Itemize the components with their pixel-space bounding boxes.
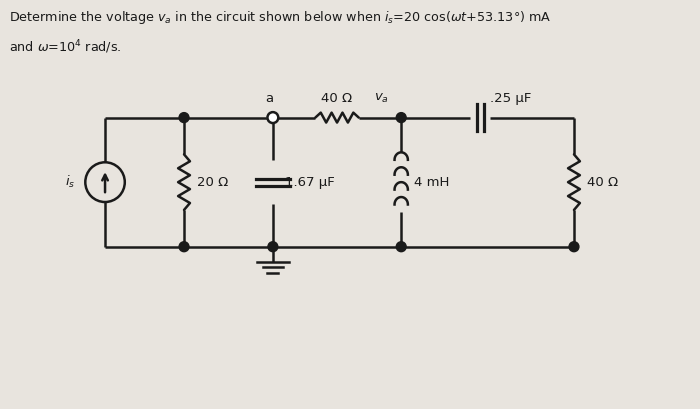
Text: Determine the voltage $v_a$ in the circuit shown below when $i_s$=20 cos($\omega: Determine the voltage $v_a$ in the circu… bbox=[9, 9, 552, 26]
Circle shape bbox=[268, 242, 278, 252]
Text: .25 μF: .25 μF bbox=[490, 92, 531, 105]
Circle shape bbox=[267, 112, 279, 123]
Text: $i_s$: $i_s$ bbox=[65, 174, 76, 190]
Circle shape bbox=[179, 242, 189, 252]
Circle shape bbox=[396, 112, 406, 123]
Circle shape bbox=[569, 242, 579, 252]
Text: 1.67 μF: 1.67 μF bbox=[285, 175, 335, 189]
Text: 4 mH: 4 mH bbox=[414, 175, 449, 189]
Text: and $\omega$=10$^4$ rad/s.: and $\omega$=10$^4$ rad/s. bbox=[9, 38, 122, 56]
Circle shape bbox=[396, 242, 406, 252]
Text: 40 Ω: 40 Ω bbox=[321, 92, 353, 105]
Text: $v_a$: $v_a$ bbox=[374, 92, 389, 105]
Text: 20 Ω: 20 Ω bbox=[197, 175, 228, 189]
Text: a: a bbox=[265, 92, 273, 105]
Circle shape bbox=[179, 112, 189, 123]
Text: 40 Ω: 40 Ω bbox=[587, 175, 618, 189]
